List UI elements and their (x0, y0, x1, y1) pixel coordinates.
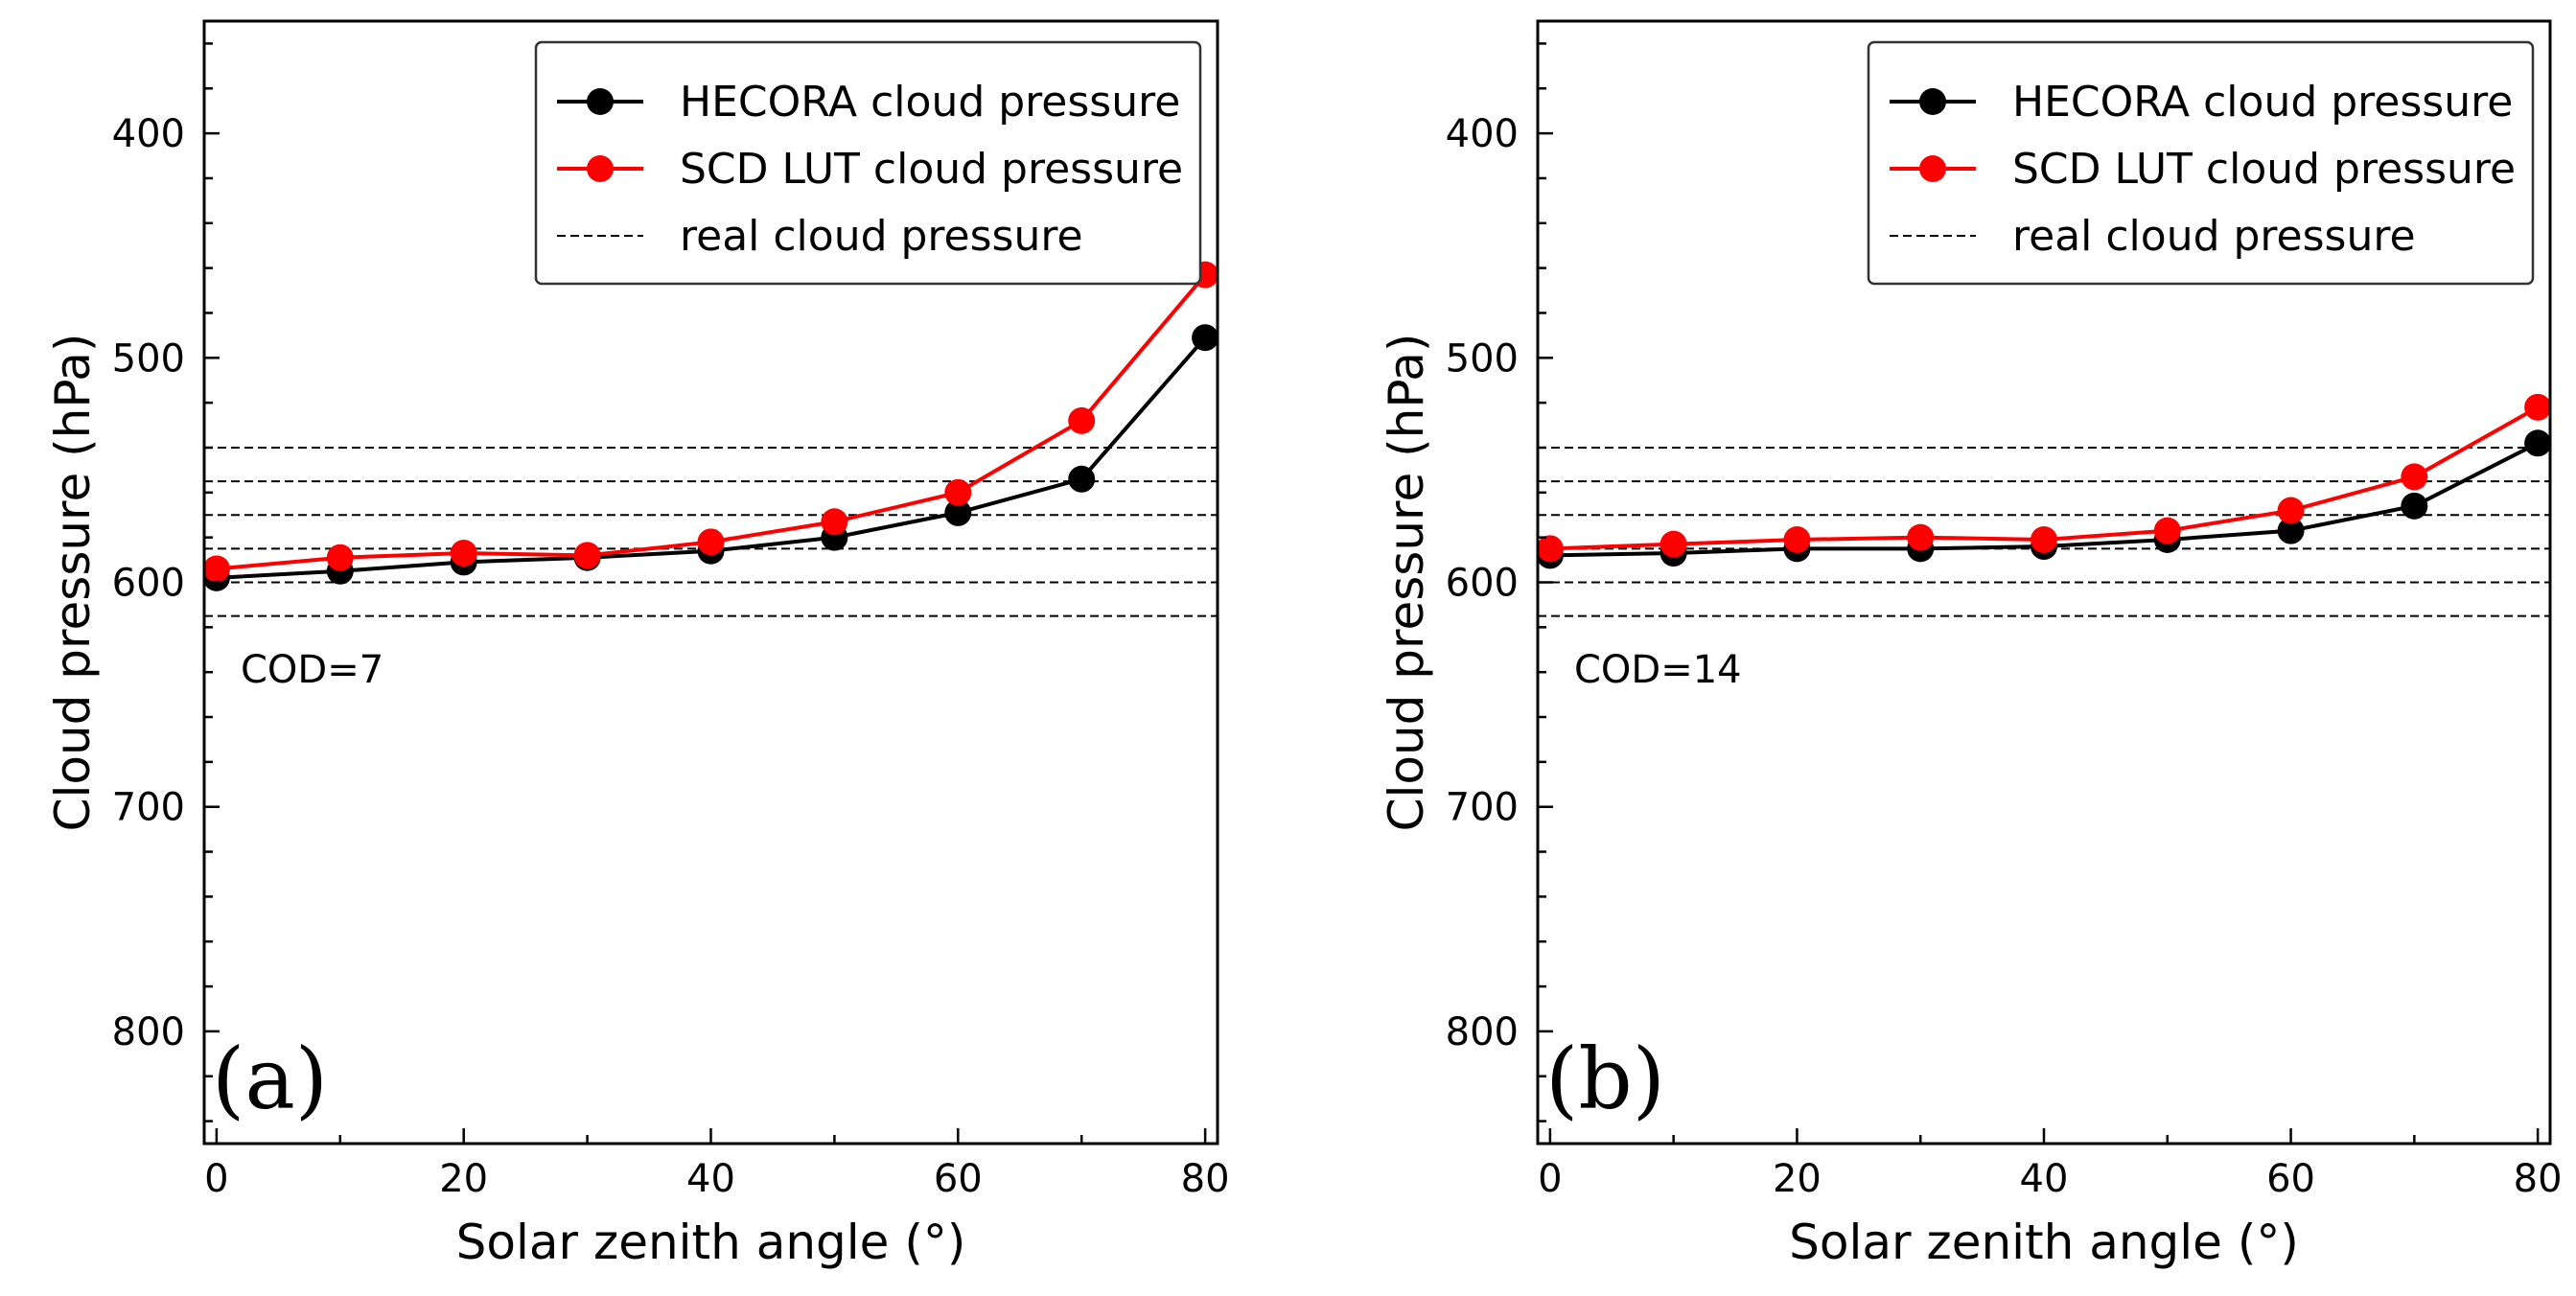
x-tick-label: 0 (1538, 1157, 1562, 1201)
legend-label: real cloud pressure (680, 212, 1083, 261)
legend-label: HECORA cloud pressure (2012, 78, 2513, 127)
x-tick-label: 80 (1181, 1157, 1230, 1201)
cod-annotation: COD=14 (1574, 648, 1742, 692)
x-tick-label: 60 (2266, 1157, 2315, 1201)
panel-label: (b) (1545, 1030, 1665, 1128)
series-line-scd-lut (216, 273, 1207, 571)
x-tick-label: 0 (204, 1157, 228, 1201)
data-point-hecora (1192, 324, 1219, 352)
x-tick-label: 20 (439, 1157, 488, 1201)
y-tick-label: 800 (112, 1010, 185, 1054)
data-point-scd-lut (573, 542, 601, 569)
data-point-hecora (2524, 429, 2552, 457)
data-point-scd-lut (326, 544, 354, 571)
legend-marker (587, 155, 614, 182)
y-tick-label: 800 (1446, 1010, 1519, 1054)
data-point-scd-lut (202, 555, 230, 583)
data-point-scd-lut (1907, 523, 1935, 551)
legend-label: SCD LUT cloud pressure (680, 145, 1183, 194)
legend-marker (587, 88, 614, 115)
y-tick-label: 600 (1446, 562, 1519, 606)
legend-label: real cloud pressure (2012, 212, 2416, 261)
legend-label: HECORA cloud pressure (680, 78, 1180, 127)
chart-panel-1: 400 500 600 700 800 0 20 40 60 80 Solar zenith ang… (45, 19, 1230, 1270)
cod-annotation: COD=7 (241, 648, 383, 692)
y-tick-label: 600 (112, 562, 185, 606)
data-point-scd-lut (1536, 535, 1564, 563)
data-point-scd-lut (2401, 463, 2428, 491)
legend: HECORA cloud pressure SCD LUT cloud press… (1867, 40, 2535, 286)
y-tick-label: 700 (112, 786, 185, 830)
legend-box (534, 40, 1202, 286)
x-axis-title: Solar zenith angle (°) (1789, 1215, 2299, 1270)
data-point-scd-lut (821, 508, 848, 536)
data-point-scd-lut (1068, 406, 1096, 434)
data-point-hecora (1068, 465, 1096, 493)
legend-box (1867, 40, 2535, 286)
y-axis-title: Cloud pressure (hPa) (1379, 334, 1434, 832)
y-tick-label: 500 (1446, 336, 1519, 381)
data-point-scd-lut (2153, 517, 2181, 544)
x-tick-label: 20 (1773, 1157, 1822, 1201)
legend-marker (1919, 155, 1946, 182)
data-point-scd-lut (2277, 497, 2305, 524)
data-point-hecora (944, 498, 972, 526)
y-tick-label: 500 (112, 336, 185, 381)
x-tick-label: 40 (2020, 1157, 2069, 1201)
data-point-scd-lut (2524, 393, 2552, 421)
data-point-hecora (2401, 492, 2428, 520)
panel-label: (a) (212, 1030, 328, 1128)
data-point-scd-lut (697, 528, 725, 556)
x-axis-title: Solar zenith angle (°) (456, 1215, 966, 1270)
data-point-scd-lut (1659, 530, 1687, 558)
x-tick-label: 40 (686, 1157, 735, 1201)
data-point-scd-lut (2031, 526, 2057, 554)
y-axis-title: Cloud pressure (hPa) (45, 334, 101, 832)
x-tick-label: 80 (2514, 1157, 2563, 1201)
legend-label: SCD LUT cloud pressure (2012, 145, 2516, 194)
legend: HECORA cloud pressure SCD LUT cloud press… (534, 40, 1202, 286)
y-tick-label: 400 (112, 112, 185, 156)
data-point-scd-lut (1783, 526, 1811, 554)
chart-panel-2: 400 500 600 700 800 0 20 40 60 80 Solar zenith ang… (1379, 19, 2563, 1270)
y-tick-label: 700 (1446, 786, 1519, 830)
legend-marker (1919, 88, 1946, 115)
x-tick-label: 60 (934, 1157, 983, 1201)
data-point-scd-lut (450, 540, 477, 567)
data-point-scd-lut (944, 478, 972, 506)
data-point-hecora (2277, 517, 2305, 544)
y-tick-label: 400 (1446, 112, 1519, 156)
